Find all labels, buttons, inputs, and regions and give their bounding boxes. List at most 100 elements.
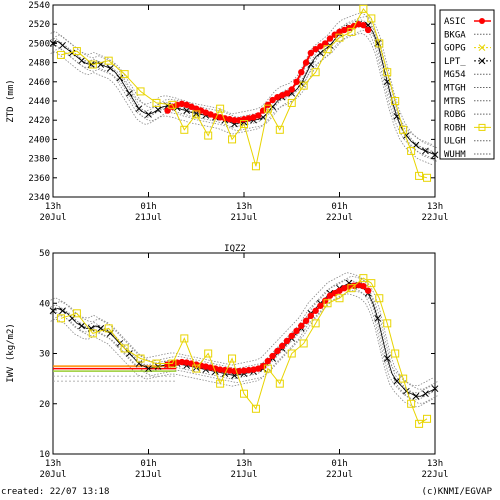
ztd-ytick-label: 2480 — [28, 59, 50, 69]
ztd-series-asic-point — [312, 45, 319, 53]
iwv-plot-title: IQZ2 — [224, 244, 246, 254]
ztd-series-mtgh — [50, 26, 433, 159]
iwv-series-asic-point — [302, 317, 310, 325]
ztd-series-gopg-point — [152, 98, 161, 107]
ztd-series-bkga — [50, 32, 433, 166]
ztd-series-gopg-point — [375, 39, 384, 48]
ztd-series-asic-point — [245, 115, 252, 122]
ztd-xtick-hour: 01h — [140, 202, 156, 212]
iwv-series-asic-point — [269, 352, 276, 360]
ztd-series-asic-point — [364, 26, 372, 34]
iwv-series-mg54 — [55, 289, 438, 404]
legend-label-gopg: GOPG — [444, 44, 466, 54]
ztd-series-lpt-point — [106, 65, 114, 72]
ztd-ytick-label: 2360 — [28, 174, 50, 184]
iwv-series-asic-point — [178, 358, 186, 366]
iwv-series-asic-point — [317, 302, 324, 309]
iwv-xtick-date: 21Jul — [135, 470, 162, 480]
ztd-ytick-label: 2520 — [28, 20, 50, 30]
ztd-series-asic-point — [302, 59, 310, 66]
ztd-series-gopg-point — [399, 125, 408, 134]
ztd-series-gopg-point — [263, 104, 272, 113]
iwv-series-lpt-point — [231, 372, 238, 379]
iwv-series-ulgh — [55, 275, 438, 390]
iwv-series-gopg-point — [263, 364, 272, 373]
iwv-series-gopg-point — [347, 284, 356, 293]
iwv-series-asic-point — [326, 292, 334, 299]
legend-marker-robh — [478, 123, 486, 131]
iwv-series-asic-point — [216, 366, 224, 373]
ztd-y-axis-label: ZTD (mm) — [6, 79, 16, 122]
iwv-series-gopg-point — [56, 314, 65, 323]
ztd-series-asic-point — [355, 21, 362, 28]
ztd-series-gopg-point — [299, 81, 308, 90]
ztd-series-gopg-point — [359, 4, 368, 13]
ztd-series-gopg-point — [275, 125, 284, 134]
ztd-series-lpt-point — [59, 41, 66, 49]
iwv-series-asic-point — [255, 365, 262, 372]
ztd-series-lpt-point — [145, 111, 152, 118]
ztd-plot-panel: 2340 2360 2380 2400 2420 2440 2460 2480 2500 2520… — [6, 1, 449, 223]
ztd-series-gopg-point — [323, 45, 332, 54]
iwv-xtick-date: 22Jul — [326, 470, 353, 480]
ztd-xtick-date: 20Jul — [39, 213, 66, 223]
ztd-xtick-date: 22Jul — [326, 213, 353, 223]
iwv-series-gopg-point — [323, 299, 332, 308]
iwv-xtick-hour: 13h — [236, 459, 252, 469]
iwv-series-asic-point — [183, 359, 190, 366]
iwv-series-asic-point — [240, 367, 248, 374]
ztd-series-asic-point — [317, 43, 324, 50]
iwv-series-asic-point — [312, 307, 319, 314]
iwv-xtick-hour: 01h — [140, 459, 156, 469]
ztd-ticks: 2340 2360 2380 2400 2420 2440 2460 2480 2500 2520… — [28, 1, 448, 223]
ztd-series-asic-point — [360, 21, 367, 29]
ztd-series-asic-point — [321, 40, 329, 47]
ztd-series-asic-point — [178, 100, 186, 108]
ztd-series-gopg-point — [216, 104, 225, 113]
iwv-series — [49, 274, 439, 428]
ztd-series-gopg-point — [251, 162, 260, 171]
iwv-series-gopg-point — [136, 354, 145, 363]
ztd-series-gopg-point — [168, 100, 177, 109]
ztd-ytick-label: 2500 — [28, 39, 50, 49]
ztd-ytick-label: 2420 — [28, 116, 50, 126]
ztd-ytick-label: 2540 — [28, 1, 50, 11]
iwv-series-gopg-point — [391, 349, 400, 358]
ztd-series-asic-point — [164, 107, 171, 114]
ztd-series-lpt-point — [116, 74, 124, 82]
iwv-series-asic-point — [364, 287, 372, 294]
legend-label-asic: ASIC — [444, 17, 466, 27]
ztd-series-gopg-point — [367, 14, 376, 23]
ztd-plot-frame — [52, 4, 436, 198]
iwv-series-bkga — [50, 293, 433, 408]
ztd-series-gopg-point — [228, 135, 237, 144]
iwv-series-asic-point — [221, 366, 229, 374]
ztd-series-lpt-point — [183, 107, 191, 114]
iwv-series-asic-point — [274, 347, 281, 355]
ztd-ytick-label: 2440 — [28, 97, 50, 107]
ztd-series-asic-point — [269, 96, 276, 104]
iwv-series-gopg-point — [192, 364, 201, 373]
iwv-series-gopg-point — [104, 324, 113, 333]
legend-label-ulgh: ULGH — [444, 137, 466, 147]
iwv-series-asic-point — [250, 366, 257, 373]
ztd-series-gopg-point — [120, 70, 129, 79]
ztd-series-gopg-point — [287, 98, 296, 107]
iwv-series-asic-point — [307, 312, 315, 320]
ztd-series-gopg-point — [192, 110, 201, 119]
iwv-plot-frame — [52, 252, 436, 455]
ztd-series-asic-point — [231, 117, 238, 124]
ztd-series-asic-point — [259, 107, 267, 114]
ztd-series-gopg-point — [391, 97, 400, 105]
iwv-series-lpt-point — [412, 392, 420, 400]
iwv-series-gopg-point — [383, 319, 392, 328]
iwv-series-gopg-point — [275, 379, 284, 388]
iwv-series-gopg-point — [168, 359, 177, 368]
ztd-series-lpt-point — [78, 57, 86, 65]
ztd-ytick-label: 2340 — [28, 193, 50, 203]
iwv-series-lpt-point — [49, 307, 57, 315]
ztd-ytick-label: 2400 — [28, 135, 50, 145]
iwv-ytick-label: 50 — [39, 249, 50, 259]
iwv-series-gopg-point — [287, 349, 296, 358]
